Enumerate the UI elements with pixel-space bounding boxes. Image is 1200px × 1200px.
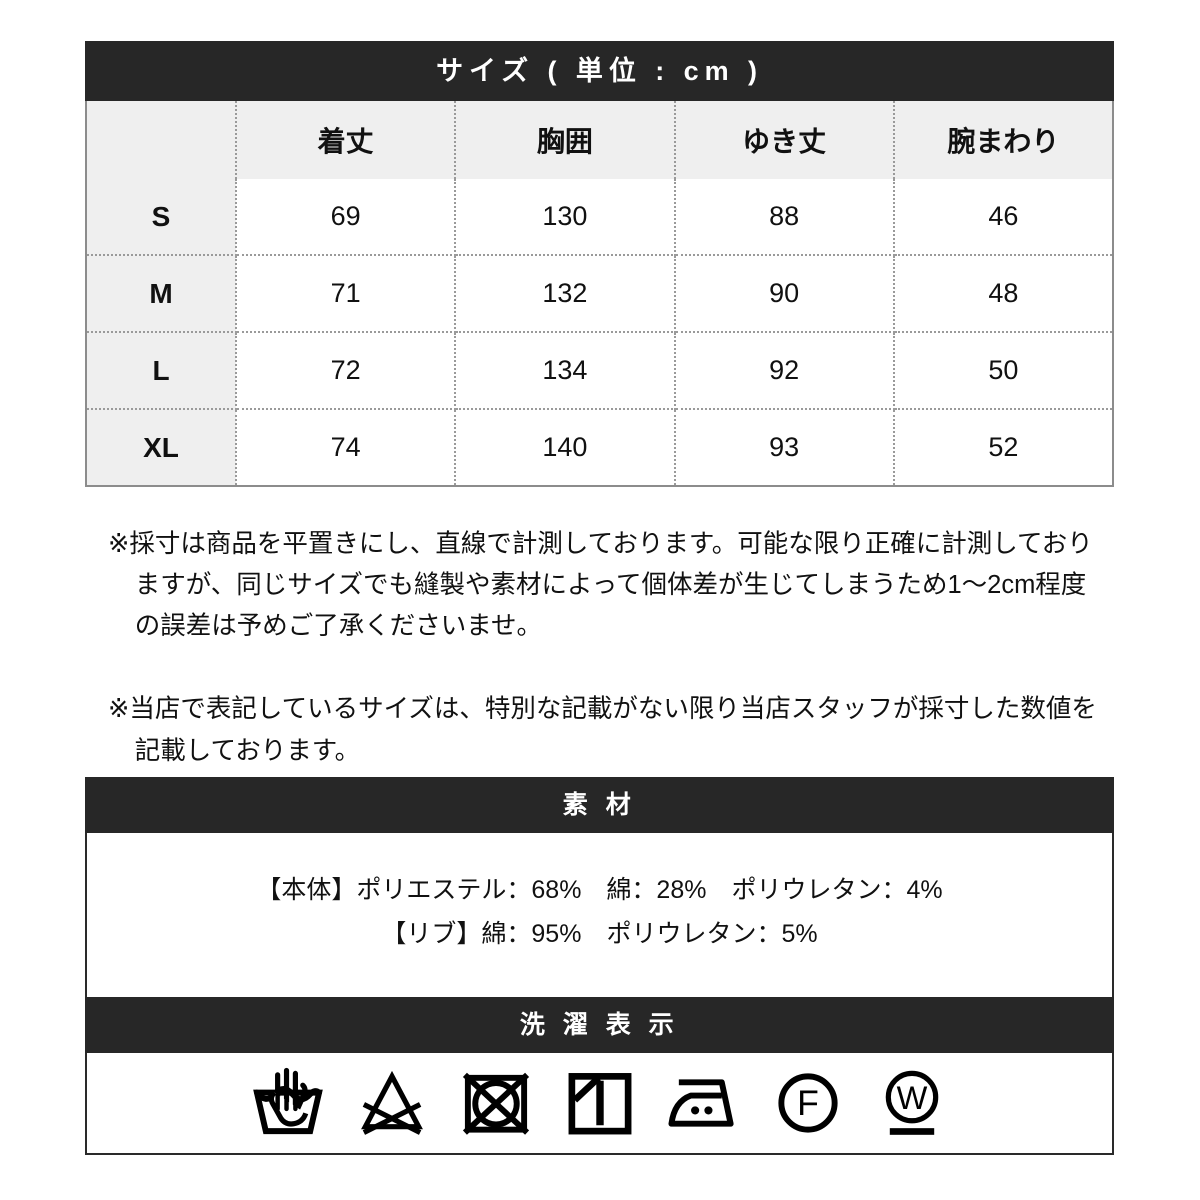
material-section-title: 素 材 [85,777,1114,833]
do-not-bleach-icon [355,1066,429,1140]
cell-udemawari: 48 [893,255,1113,333]
column-header-yukitake: ゆき丈 [674,101,895,179]
size-section-title: サイズ ( 単位 : cm ) [85,41,1114,101]
iron-two-dots-icon [667,1066,741,1140]
care-section-title: 洗 濯 表 示 [85,997,1114,1053]
column-header-udemawari: 腕まわり [893,101,1113,179]
material-line-body: 【本体】ポリエステル：68% 綿：28% ポリウレタン：4% [256,876,943,904]
cell-kyoui: 132 [455,255,676,333]
cell-kyoui: 140 [455,409,676,486]
dryclean-f-icon: F [771,1066,845,1140]
cell-yukitake: 92 [674,332,895,410]
cell-kitake: 71 [236,255,457,333]
cell-yukitake: 88 [674,179,895,256]
care-section: 洗 濯 表 示 [85,997,1114,1155]
store-sizing-note: ※当店で表記しているサイズは、特別な記載がない限り当店スタッフが採寸した数値を記… [108,695,1097,765]
row-header-size: S [86,179,237,256]
table-row: M 71 132 90 48 [86,255,1113,333]
hand-wash-icon [251,1066,325,1140]
cell-yukitake: 90 [674,255,895,333]
size-table: 着丈 胸囲 ゆき丈 腕まわり S 69 130 88 46 M 71 132 [85,101,1114,487]
cell-udemawari: 52 [893,409,1113,486]
cell-udemawari: 50 [893,332,1113,410]
size-section: サイズ ( 単位 : cm ) 着丈 胸囲 ゆき丈 腕まわり S 69 130 [85,41,1114,487]
row-header-size: XL [86,409,237,486]
column-header-blank [86,101,237,179]
column-header-kyoui: 胸囲 [455,101,676,179]
cell-kitake: 72 [236,332,457,410]
column-header-kitake: 着丈 [236,101,457,179]
cell-kitake: 69 [236,179,457,256]
wetclean-w-icon: W [875,1066,949,1140]
notes-section: ※採寸は商品を平置きにし、直線で計測しております。可能な限り正確に計測しておりま… [108,498,1108,797]
table-row: L 72 134 92 50 [86,332,1113,410]
svg-text:F: F [797,1083,819,1123]
row-header-size: L [86,332,237,410]
material-line-rib: 【リブ】綿：95% ポリウレタン：5% [381,919,818,948]
material-section: 素 材 【本体】ポリエステル：68% 綿：28% ポリウレタン：4% 【リブ】綿… [85,777,1114,999]
table-row: XL 74 140 93 52 [86,409,1113,486]
cell-udemawari: 46 [893,179,1113,256]
cell-kyoui: 134 [455,332,676,410]
drip-dry-in-shade-icon [563,1066,637,1140]
care-symbol-row: F W [85,1053,1114,1155]
table-row: S 69 130 88 46 [86,179,1113,256]
cell-kyoui: 130 [455,179,676,256]
size-table-header-row: 着丈 胸囲 ゆき丈 腕まわり [86,101,1113,179]
svg-text:W: W [896,1080,927,1116]
material-body: 【本体】ポリエステル：68% 綿：28% ポリウレタン：4% 【リブ】綿：95%… [85,833,1114,999]
row-header-size: M [86,255,237,333]
do-not-tumble-dry-icon [459,1066,533,1140]
cell-yukitake: 93 [674,409,895,486]
cell-kitake: 74 [236,409,457,486]
measurement-note: ※採寸は商品を平置きにし、直線で計測しております。可能な限り正確に計測しておりま… [108,529,1093,641]
